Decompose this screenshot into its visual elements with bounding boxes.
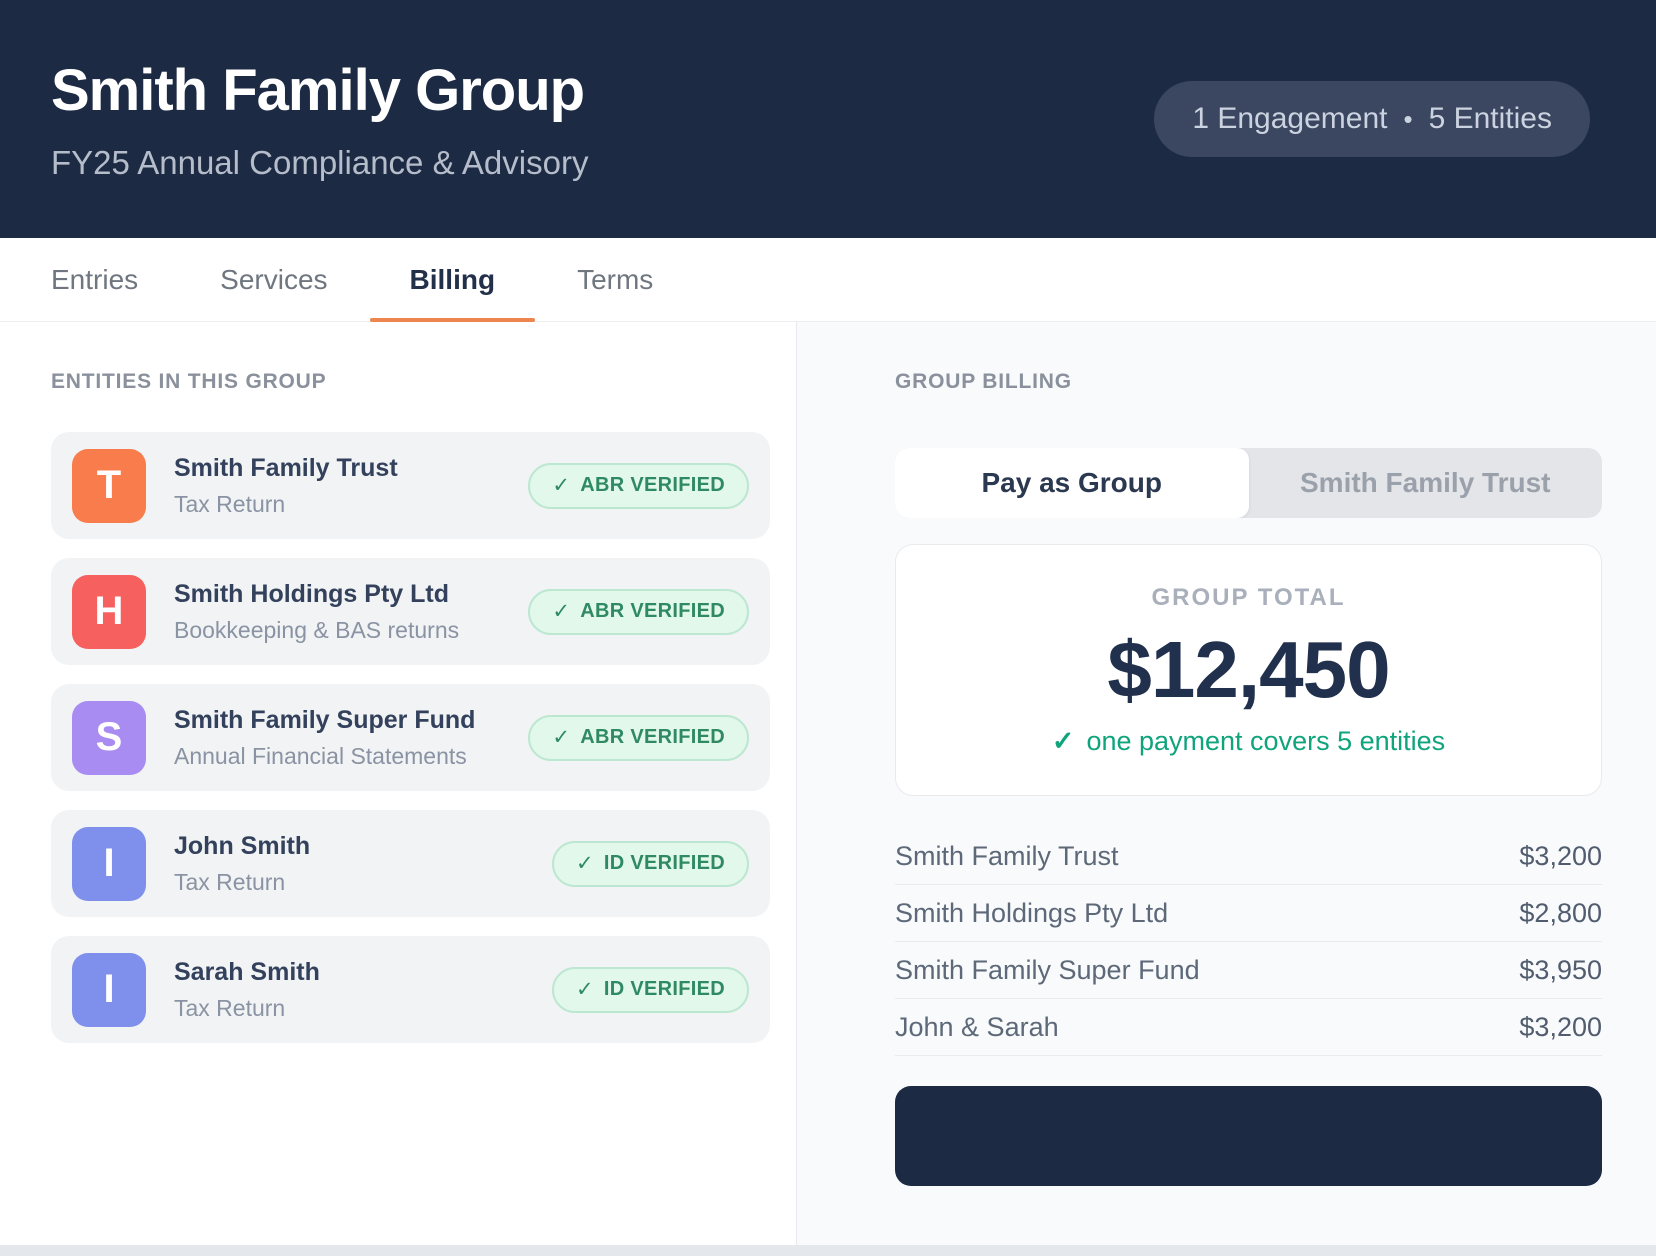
billing-line-item: Smith Family Trust $3,200: [895, 828, 1602, 885]
line-item-name: Smith Holdings Pty Ltd: [895, 897, 1169, 928]
tab-entries[interactable]: Entries: [51, 263, 139, 295]
dot-separator-icon: •: [1403, 103, 1413, 134]
entity-card[interactable]: H Smith Holdings Pty Ltd Bookkeeping & B…: [51, 558, 770, 665]
group-total-note: ✓ one payment covers 5 entities: [1052, 726, 1445, 757]
group-total-note-text: one payment covers 5 entities: [1086, 725, 1446, 756]
line-item-amount: $2,800: [1519, 897, 1602, 928]
entity-name: Smith Family Trust: [174, 453, 398, 482]
entity-service: Tax Return: [174, 490, 286, 517]
entity-card[interactable]: T Smith Family Trust Tax Return ✓ ABR VE…: [51, 432, 770, 539]
check-icon: ✓: [552, 474, 571, 497]
verification-badge-text: ID VERIFIED: [603, 852, 725, 874]
page-subtitle: FY25 Annual Compliance & Advisory: [51, 143, 589, 181]
entity-avatar: T: [72, 448, 146, 523]
billing-mode-active-segment[interactable]: Pay as Group: [895, 448, 1249, 518]
entity-service: Annual Financial Statements: [174, 742, 467, 769]
line-item-name: Smith Family Trust: [895, 840, 1119, 871]
billing-mode-inactive-segment[interactable]: Smith Family Trust: [1300, 467, 1551, 498]
entities-count: 5 Entities: [1428, 102, 1552, 135]
entity-avatar: I: [72, 952, 146, 1027]
entity-avatar: S: [72, 700, 146, 775]
entity-card[interactable]: S Smith Family Super Fund Annual Financi…: [51, 684, 770, 791]
verification-badge: ✓ ABR VERIFIED: [528, 714, 749, 761]
entity-name: John Smith: [174, 831, 311, 860]
verification-badge: ✓ ID VERIFIED: [552, 966, 749, 1013]
engagement-count: 1 Engagement: [1192, 102, 1388, 135]
entity-card[interactable]: I Sarah Smith Tax Return ✓ ID VERIFIED: [51, 936, 770, 1043]
header-text: Smith Family Group FY25 Annual Complianc…: [51, 57, 588, 182]
billing-line-item: Smith Family Super Fund $3,950: [895, 942, 1602, 999]
billing-line-item: Smith Holdings Pty Ltd $2,800: [895, 885, 1602, 942]
line-item-name: Smith Family Super Fund: [895, 954, 1200, 985]
entity-name: Sarah Smith: [174, 957, 320, 986]
check-icon: ✓: [1051, 725, 1075, 756]
verification-badge-text: ABR VERIFIED: [580, 600, 725, 622]
verification-badge-text: ABR VERIFIED: [580, 726, 725, 748]
page-title: Smith Family Group: [51, 57, 585, 123]
line-item-amount: $3,200: [1519, 840, 1602, 871]
entity-list: T Smith Family Trust Tax Return ✓ ABR VE…: [51, 432, 770, 1043]
billing-heading: GROUP BILLING: [895, 370, 1072, 393]
verification-badge: ✓ ID VERIFIED: [552, 840, 749, 887]
check-icon: ✓: [552, 600, 571, 623]
check-icon: ✓: [576, 978, 594, 1001]
entity-info: Smith Family Trust Tax Return: [174, 454, 528, 518]
line-item-name: John & Sarah: [895, 1011, 1059, 1042]
verification-badge: ✓ ABR VERIFIED: [528, 462, 749, 509]
line-item-amount: $3,200: [1519, 1011, 1602, 1042]
check-icon: ✓: [576, 852, 594, 875]
billing-mode-toggle: Pay as Group Smith Family Trust: [895, 448, 1602, 518]
group-total-amount: $12,450: [1107, 624, 1390, 714]
entity-name: Smith Family Super Fund: [174, 705, 476, 734]
entity-service: Tax Return: [174, 868, 286, 895]
group-total-label: GROUP TOTAL: [1151, 583, 1346, 611]
entity-service: Bookkeeping & BAS returns: [174, 616, 460, 643]
entity-info: John Smith Tax Return: [174, 832, 552, 896]
entity-avatar: H: [72, 574, 146, 649]
verification-badge-text: ABR VERIFIED: [580, 474, 725, 496]
main-content: ENTITIES IN THIS GROUP T Smith Family Tr…: [0, 322, 1656, 1245]
engagement-entities-badge: 1 Engagement • 5 Entities: [1154, 81, 1590, 157]
entity-avatar: I: [72, 826, 146, 901]
entity-card[interactable]: I John Smith Tax Return ✓ ID VERIFIED: [51, 810, 770, 917]
tab-bar: Entries Services Billing Terms: [0, 238, 1656, 322]
app-header: Smith Family Group FY25 Annual Complianc…: [0, 0, 1656, 238]
entity-info: Smith Holdings Pty Ltd Bookkeeping & BAS…: [174, 580, 528, 644]
entities-heading: ENTITIES IN THIS GROUP: [51, 370, 327, 393]
entity-info: Smith Family Super Fund Annual Financial…: [174, 706, 528, 770]
entity-name: Smith Holdings Pty Ltd: [174, 579, 449, 608]
verification-badge: ✓ ABR VERIFIED: [528, 588, 749, 635]
billing-line-item: John & Sarah $3,200: [895, 999, 1602, 1056]
entity-service: Tax Return: [174, 994, 286, 1021]
billing-line-items: Smith Family Trust $3,200 Smith Holdings…: [895, 828, 1602, 1056]
line-item-amount: $3,950: [1519, 954, 1602, 985]
entity-info: Sarah Smith Tax Return: [174, 958, 552, 1022]
bottom-edge-strip: [0, 1245, 1656, 1256]
verification-badge-text: ID VERIFIED: [603, 978, 725, 1000]
group-total-card: GROUP TOTAL $12,450 ✓ one payment covers…: [895, 544, 1602, 796]
pay-button[interactable]: [895, 1086, 1602, 1186]
tab-billing[interactable]: Billing: [369, 238, 535, 322]
entities-panel: ENTITIES IN THIS GROUP T Smith Family Tr…: [0, 322, 797, 1245]
billing-panel: GROUP BILLING Pay as Group Smith Family T…: [797, 322, 1656, 1245]
tab-terms[interactable]: Terms: [577, 263, 654, 295]
check-icon: ✓: [552, 726, 571, 749]
tab-services[interactable]: Services: [220, 263, 328, 295]
